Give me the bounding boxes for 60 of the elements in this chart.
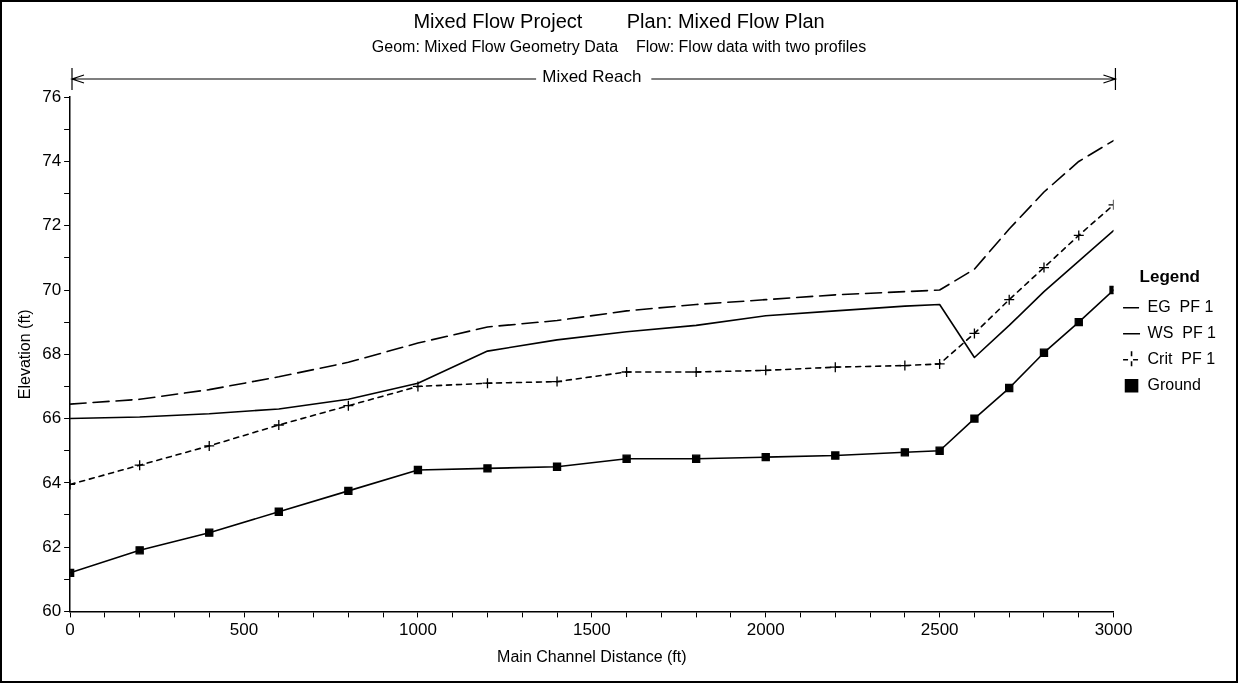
point — [968, 327, 981, 340]
x-tick-label: 0 — [65, 620, 75, 640]
point — [344, 486, 353, 496]
y-tick-label: 68 — [42, 343, 62, 363]
point — [1039, 348, 1049, 357]
y-axis-title: Elevation (ft) — [16, 309, 34, 400]
point — [691, 454, 701, 463]
point — [760, 364, 772, 377]
y-tick-label: 64 — [42, 472, 62, 492]
legend-title: Legend — [1139, 267, 1200, 287]
legend-label: Crit PF 1 — [1147, 350, 1216, 368]
x-tick-label: 2000 — [746, 620, 785, 640]
y-tick-label: 74 — [42, 151, 62, 171]
point — [481, 377, 494, 389]
x-tick-label: 2500 — [920, 620, 959, 640]
legend-label: WS PF 1 — [1147, 324, 1217, 342]
y-tick-label: 72 — [42, 215, 62, 235]
y-tick-label: 62 — [42, 536, 62, 556]
legend-label: EG PF 1 — [1147, 298, 1214, 316]
point — [899, 359, 911, 372]
point — [935, 446, 944, 455]
point — [900, 448, 910, 457]
point — [1005, 383, 1014, 393]
y-tick-label: 76 — [42, 86, 62, 106]
point — [690, 366, 702, 378]
x-tick-label: 3000 — [1094, 620, 1133, 640]
point — [205, 528, 214, 537]
y-tick-label: 60 — [42, 601, 62, 621]
point — [1038, 261, 1050, 274]
point — [933, 358, 946, 370]
legend-label: Ground — [1147, 376, 1201, 394]
point — [761, 452, 770, 462]
point — [273, 419, 285, 431]
point — [412, 380, 424, 393]
x-tick-label: 1500 — [572, 620, 611, 640]
point — [135, 546, 144, 555]
x-tick-label: 1000 — [399, 620, 437, 640]
point — [970, 414, 979, 423]
point — [552, 462, 562, 471]
point — [622, 454, 631, 463]
chart-title: Mixed Flow Project Plan: Mixed Flow Plan — [413, 9, 825, 32]
point — [1003, 294, 1015, 306]
x-axis-title: Main Channel Distance (ft) — [497, 647, 687, 665]
point — [203, 440, 215, 452]
point — [342, 400, 355, 412]
text: Mixed Reach — [542, 66, 642, 86]
point — [829, 361, 841, 373]
y-tick-label: 70 — [42, 279, 62, 299]
point — [1073, 229, 1085, 242]
x-tick-label: 500 — [229, 620, 259, 640]
point — [483, 464, 492, 473]
point — [413, 465, 423, 475]
point — [551, 375, 563, 388]
point — [831, 451, 840, 460]
y-tick-label: 66 — [42, 408, 62, 428]
point — [620, 366, 633, 378]
point — [1074, 317, 1083, 327]
chart-subtitle: Geom: Mixed Flow Geometry Data Flow: Flow data with two profiles — [371, 38, 867, 56]
point — [134, 459, 146, 471]
point — [274, 507, 283, 516]
